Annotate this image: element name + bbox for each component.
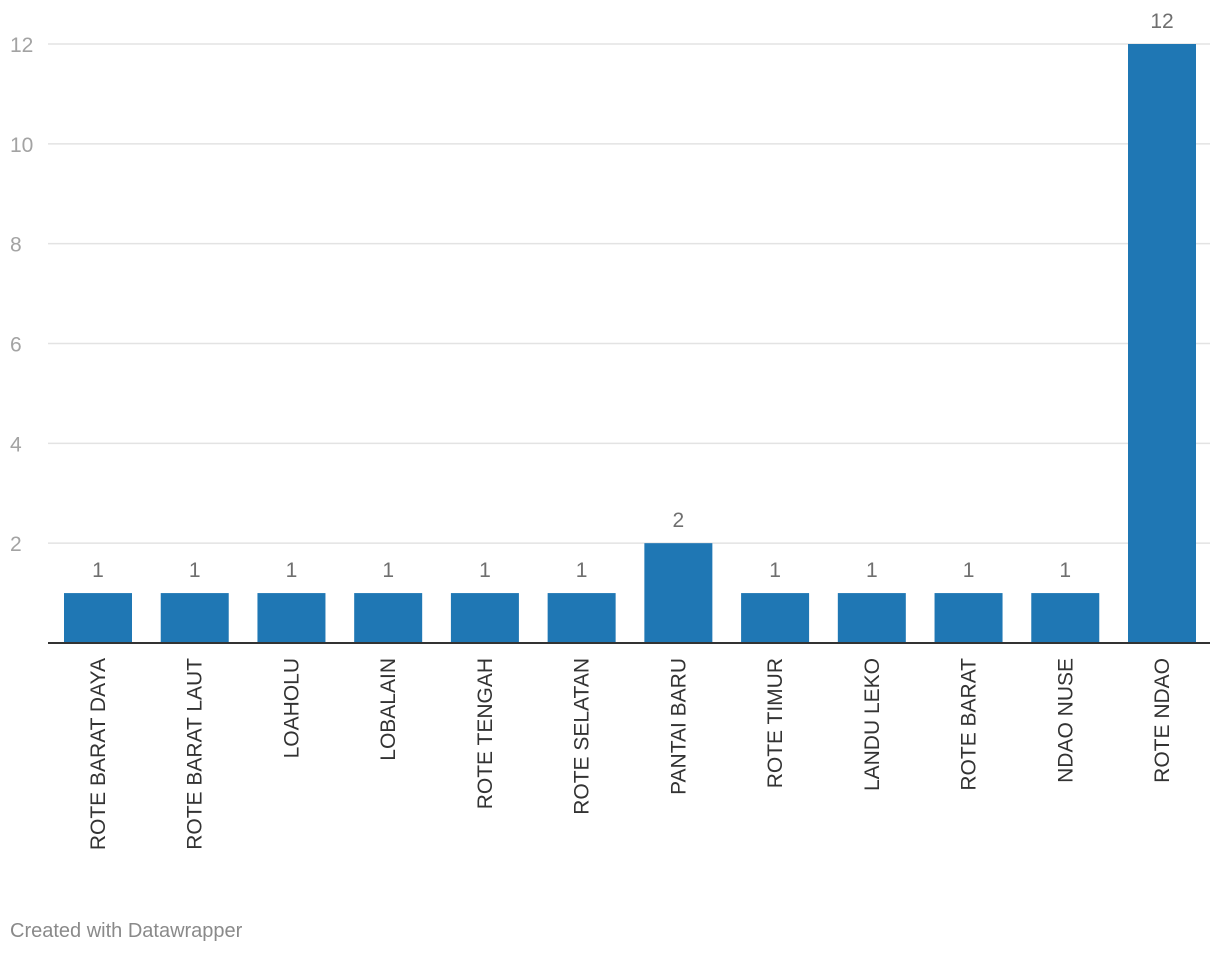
data-label-1: 1 xyxy=(92,559,104,582)
bar-5 xyxy=(450,593,519,643)
gridlines xyxy=(48,43,1210,544)
data-label-11: 1 xyxy=(1059,559,1071,582)
x-tick-label-6: ROTE SELATAN xyxy=(571,658,594,815)
x-axis: ROTE BARAT DAYA ROTE BARAT LAUT LOAHOLU LOB… xyxy=(48,642,1210,850)
x-tick-label-7: PANTAI BARU xyxy=(667,658,690,795)
y-tick-label-6: 6 xyxy=(10,334,22,357)
bar-7 xyxy=(644,543,713,643)
datawrapper-credit: Created with Datawrapper xyxy=(10,920,243,942)
y-tick-label-2: 2 xyxy=(10,533,22,556)
y-tick-label-4: 4 xyxy=(10,433,22,456)
data-label-5: 1 xyxy=(479,559,491,582)
y-axis: 2 4 6 8 10 12 xyxy=(10,34,33,556)
data-labels: 1 1 1 1 1 121 1 1 112 xyxy=(92,10,1174,582)
data-label-9: 1 xyxy=(866,559,878,582)
bar-10 xyxy=(934,593,1003,643)
bar-11 xyxy=(1031,593,1100,643)
y-tick-label-12: 12 xyxy=(10,34,33,57)
x-tick-label-12: ROTE NDAO xyxy=(1151,658,1174,783)
data-label-10: 1 xyxy=(963,559,975,582)
y-tick-label-10: 10 xyxy=(10,134,33,157)
data-label-8: 1 xyxy=(769,559,781,582)
x-tick-label-2: ROTE BARAT LAUT xyxy=(184,658,207,850)
data-label-4: 1 xyxy=(382,559,394,582)
bar-6 xyxy=(547,593,616,643)
bar-4 xyxy=(354,593,423,643)
x-tick-label-5: ROTE TENGAH xyxy=(474,658,497,809)
y-tick-label-8: 8 xyxy=(10,234,22,257)
bars xyxy=(64,44,1196,643)
x-tick-label-10: ROTE BARAT xyxy=(958,658,981,791)
x-tick-label-1: ROTE BARAT DAYA xyxy=(87,658,110,850)
x-tick-label-11: NDAO NUSE xyxy=(1054,658,1077,783)
x-tick-label-4: LOBALAIN xyxy=(377,658,400,761)
x-tick-label-3: LOAHOLU xyxy=(280,658,303,758)
x-tick-label-9: LANDU LEKO xyxy=(861,658,884,791)
data-label-3: 1 xyxy=(286,559,298,582)
bar-2 xyxy=(160,593,229,643)
data-label-6: 1 xyxy=(576,559,588,582)
bar-8 xyxy=(741,593,810,643)
bar-3 xyxy=(257,593,326,643)
bar-1 xyxy=(64,593,132,643)
x-tick-label-8: ROTE TIMUR xyxy=(764,658,787,788)
data-label-7: 2 xyxy=(673,509,685,532)
bar-9 xyxy=(837,593,906,643)
bar-12 xyxy=(1128,44,1196,643)
data-label-12: 12 xyxy=(1150,10,1173,33)
data-label-2: 1 xyxy=(189,559,201,582)
